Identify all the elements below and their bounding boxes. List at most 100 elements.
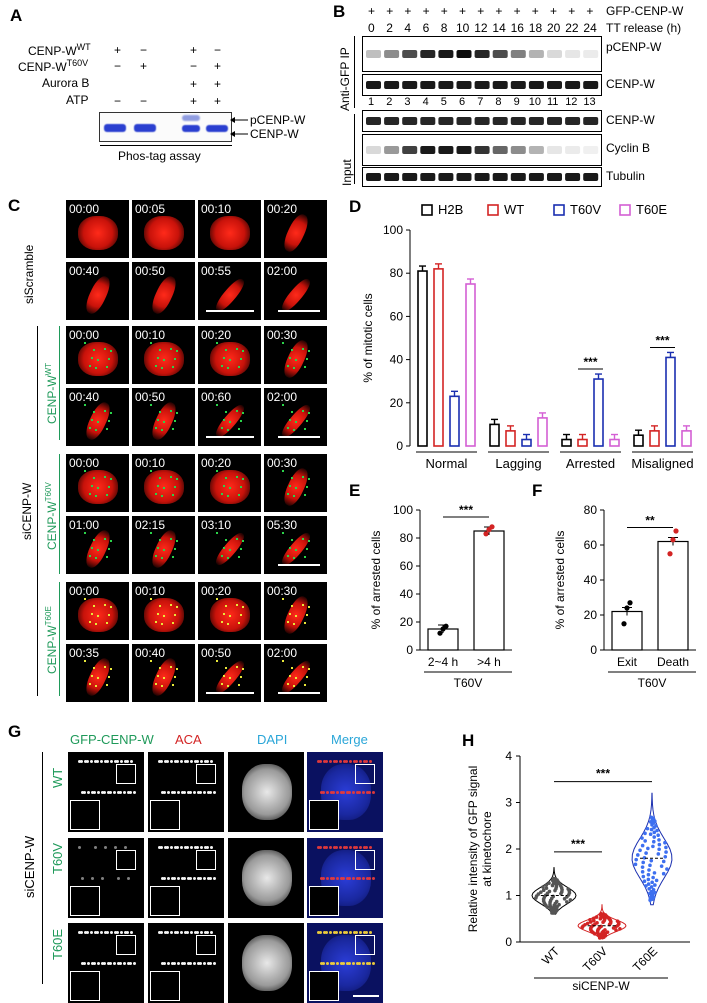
label-tubulin: Tubulin: [606, 169, 645, 183]
zoom-region-box: [196, 935, 216, 955]
microscopy-image: [307, 923, 383, 1003]
kinetochore-dot: [221, 427, 223, 429]
kinetochore-dot: [93, 667, 95, 669]
kinetochore-dot: [159, 349, 161, 351]
kinetochore-spot: [173, 877, 176, 880]
data-point: [661, 859, 666, 864]
kinetochore-dot: [308, 540, 310, 542]
blot-band: [547, 50, 562, 58]
kinetochore-dot: [293, 495, 295, 497]
kinetochore-dot: [108, 548, 110, 550]
kinetochore-spot: [160, 846, 163, 849]
frame-timestamp: 02:00: [267, 646, 298, 660]
kinetochore-spot: [81, 877, 84, 880]
kinetochore-spot: [126, 760, 129, 763]
kinetochore-dot: [106, 684, 108, 686]
lane-number: 1: [368, 96, 375, 108]
kinetochore-spot: [345, 931, 348, 934]
kinetochore-dot: [287, 493, 289, 495]
data-point: [544, 886, 549, 891]
kinetochore-dot: [97, 421, 99, 423]
kinetochore-spot: [362, 877, 365, 880]
data-point: [553, 888, 557, 893]
kinetochore-dot: [223, 419, 225, 421]
timelapse-frame: 00:10: [132, 582, 195, 640]
data-point: [489, 524, 495, 530]
kinetochore-dot: [176, 412, 178, 414]
time-label: 6: [422, 21, 430, 35]
kinetochore-spot: [193, 962, 196, 965]
frame-timestamp: 03:10: [201, 518, 232, 532]
microscopy-image: [228, 752, 304, 832]
kinetochore-dot: [161, 685, 163, 687]
zoom-region-box: [355, 764, 375, 784]
kinetochore-dot: [291, 349, 293, 351]
data-point: [437, 630, 443, 636]
label-input-cenpw: CENP-W: [606, 113, 655, 127]
kinetochore-spot: [87, 962, 90, 965]
kinetochore-spot: [323, 846, 326, 849]
kinetochore-spot: [207, 962, 210, 965]
kinetochore-spot: [123, 791, 126, 794]
kinetochore-spot: [91, 877, 94, 880]
data-point: [646, 872, 651, 877]
kinetochore-spot: [181, 962, 184, 965]
sign-mark: −: [140, 43, 148, 57]
kinetochore-dot: [104, 538, 106, 540]
kinetochore-dot: [163, 487, 165, 489]
kinetochore-spot: [80, 760, 83, 763]
kinetochore-dot: [308, 350, 310, 352]
timelapse-frame: 00:00: [66, 454, 129, 512]
kinetochore-spot: [317, 931, 320, 934]
bar: [577, 438, 588, 447]
kinetochore-spot: [325, 760, 328, 763]
timelapse-frame: 02:00: [264, 262, 327, 320]
blot-band: [528, 173, 544, 181]
chart-f: 0 20 40 60 80 % of arrested cells Exit Death T60…: [553, 503, 696, 690]
kinetochore-dot: [216, 660, 218, 662]
kinetochore-spot: [100, 760, 103, 763]
kinetochore-dot: [104, 410, 106, 412]
kinetochore-spot: [203, 877, 206, 880]
sign-mark: +: [190, 43, 198, 57]
bar: [561, 438, 572, 447]
plus-mark: +: [568, 4, 576, 18]
blot-band: [510, 50, 526, 58]
kinetochore-dot: [236, 348, 238, 350]
blot-band: [492, 81, 508, 89]
kinetochore-spot: [369, 760, 372, 763]
data-point: [550, 883, 555, 888]
frame-timestamp: 00:60: [201, 390, 232, 404]
y-tick-label: 60: [400, 559, 414, 573]
blot-band: [528, 146, 544, 154]
kinetochore-dot: [291, 411, 293, 413]
blot-band: [565, 81, 581, 89]
blot-band: [583, 173, 599, 181]
band-label-pcenpw: pCENP-W: [250, 113, 306, 127]
kinetochore-spot: [119, 962, 122, 965]
data-point: [544, 883, 549, 887]
blot-band: [420, 50, 436, 58]
lane-number: 4: [422, 96, 429, 108]
kinetochore-spot: [167, 962, 170, 965]
data-point: [652, 825, 656, 830]
kinetochore-dot: [97, 549, 99, 551]
kinetochore-dot: [95, 685, 97, 687]
kinetochore-spot: [130, 760, 133, 763]
plus-mark: +: [477, 4, 485, 18]
kinetochore-dot: [291, 605, 293, 607]
data-point: [541, 885, 545, 889]
panel-label-g: G: [8, 722, 22, 741]
kinetochore-spot: [372, 877, 375, 880]
kinetochore-dot: [306, 486, 308, 488]
kinetochore-dot: [106, 622, 108, 624]
kinetochore-dot: [308, 478, 310, 480]
kinetochore-dot: [306, 676, 308, 678]
label-pcenpw: pCENP-W: [606, 40, 662, 54]
kinetochore-spot: [126, 931, 129, 934]
kinetochore-dot: [172, 556, 174, 558]
kinetochore-dot: [110, 412, 112, 414]
category-label: Lagging: [495, 456, 541, 471]
blot-band: [456, 81, 472, 89]
panel-label-f: F: [532, 481, 543, 500]
